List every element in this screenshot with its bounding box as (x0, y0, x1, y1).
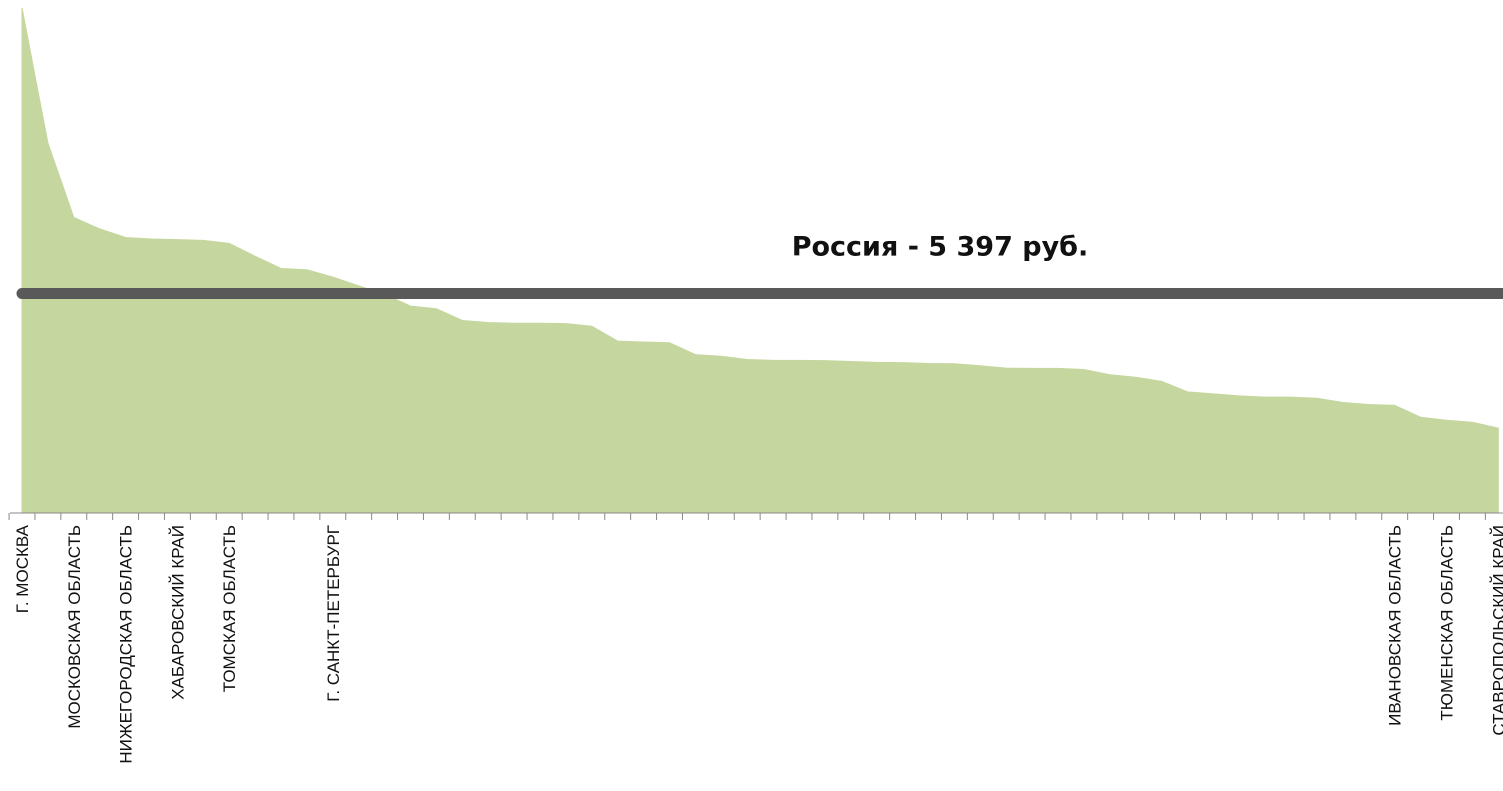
x-tick-label: МОСКОВСКАЯ ОБЛАСТЬ (65, 525, 84, 729)
x-tick-label: СТАВРОПОЛЬСКИЙ КРАЙ (1489, 525, 1503, 736)
russia-average-label: Россия - 5 397 руб. (792, 231, 1089, 262)
x-tick-label: ИВАНОВСКАЯ ОБЛАСТЬ (1386, 525, 1405, 726)
x-tick-label: ХАБАРОВСКИЙ КРАЙ (168, 525, 187, 700)
x-tick-label: Г. МОСКВА (13, 524, 32, 613)
area-series (22, 8, 1498, 513)
x-tick-label: ТЮМЕНСКАЯ ОБЛАСТЬ (1438, 525, 1457, 721)
x-tick-label: Г. САНКТ-ПЕТЕРБУРГ (324, 525, 343, 702)
x-tick-label: ТОМСКАЯ ОБЛАСТЬ (220, 525, 239, 692)
x-axis-labels: Г. МОСКВА МОСКОВСКАЯ ОБЛАСТЬ НИЖЕГОРОДСКАЯ… (13, 524, 1503, 763)
x-axis-ticks (9, 513, 1485, 520)
x-tick-label: НИЖЕГОРОДСКАЯ ОБЛАСТЬ (117, 525, 136, 764)
